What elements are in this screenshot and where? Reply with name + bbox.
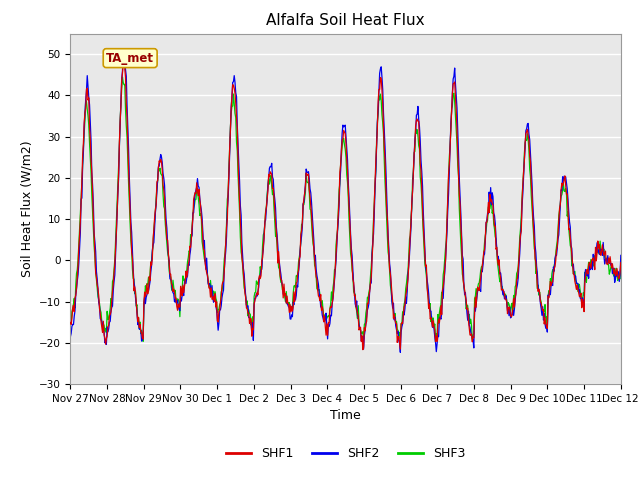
SHF2: [397, 349, 404, 355]
SHF3: [134, 319, 141, 324]
SHF1: [67, 320, 74, 325]
SHF1: [430, 324, 438, 330]
SHF3: [429, 315, 437, 321]
Line: SHF3: SHF3: [70, 77, 621, 342]
SHF1: [190, 196, 198, 202]
SHF1: [77, 218, 84, 224]
SHF2: [67, 334, 74, 339]
SHF2: [219, 290, 227, 296]
SHF1: [414, 119, 422, 124]
SHF3: [67, 319, 74, 325]
SHF2: [430, 326, 438, 332]
Title: Alfalfa Soil Heat Flux: Alfalfa Soil Heat Flux: [266, 13, 425, 28]
SHF2: [190, 210, 198, 216]
SHF3: [77, 211, 84, 216]
SHF2: [134, 322, 141, 327]
SHF3: [617, 264, 625, 269]
SHF2: [120, 53, 128, 59]
Y-axis label: Soil Heat Flux (W/m2): Soil Heat Flux (W/m2): [20, 141, 33, 277]
SHF1: [120, 58, 128, 63]
SHF3: [190, 205, 198, 211]
SHF1: [219, 279, 227, 285]
SHF1: [359, 347, 367, 352]
SHF2: [77, 230, 84, 236]
Line: SHF2: SHF2: [70, 56, 621, 352]
SHF1: [134, 319, 141, 324]
SHF1: [617, 260, 625, 265]
Line: SHF1: SHF1: [70, 60, 621, 349]
SHF3: [118, 74, 126, 80]
SHF3: [413, 127, 421, 132]
SHF2: [414, 104, 422, 109]
Legend: SHF1, SHF2, SHF3: SHF1, SHF2, SHF3: [221, 443, 470, 465]
SHF3: [219, 283, 227, 289]
Text: TA_met: TA_met: [106, 52, 154, 65]
SHF3: [432, 339, 440, 345]
X-axis label: Time: Time: [330, 409, 361, 422]
SHF2: [617, 252, 625, 258]
